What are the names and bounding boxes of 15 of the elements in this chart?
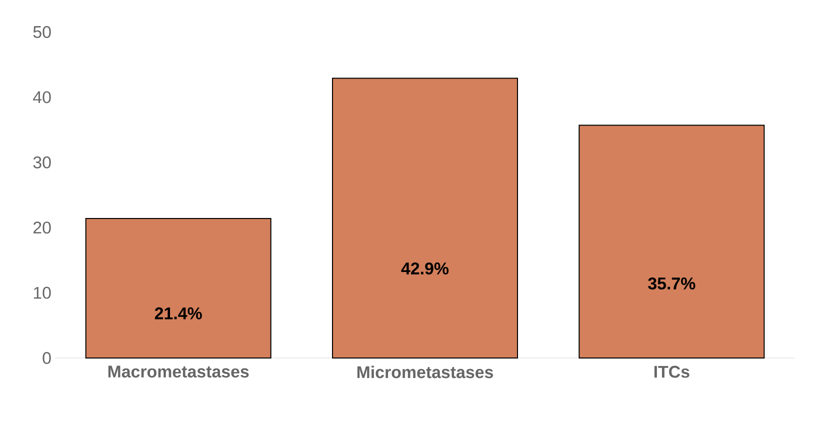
bar <box>85 218 272 358</box>
data-label: 21.4% <box>154 307 202 320</box>
x-tick-label: ITCs <box>654 366 690 378</box>
bar <box>578 124 765 358</box>
x-tick-label: Micrometastases <box>357 366 494 378</box>
y-tick-label: 10 <box>34 286 51 299</box>
y-tick-label: 50 <box>33 26 51 38</box>
y-tick-label: 0 <box>42 352 51 364</box>
data-label: 35.7% <box>648 278 696 290</box>
y-tick-label: 20 <box>34 222 51 234</box>
y-tick-label: 40 <box>33 91 51 104</box>
bar <box>332 78 518 358</box>
y-tick-label: 30 <box>33 156 51 168</box>
data-label: 42.9% <box>401 262 449 274</box>
x-tick-label: Macrometastases <box>108 366 249 378</box>
